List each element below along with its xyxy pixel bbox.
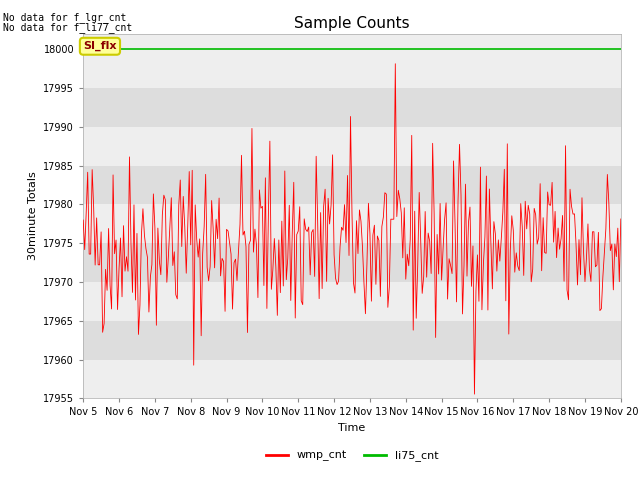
Bar: [83, 127, 621, 166]
Bar: [83, 204, 621, 243]
Text: SI_flx: SI_flx: [83, 41, 116, 51]
Bar: [83, 88, 621, 127]
Bar: [83, 49, 621, 88]
Bar: [83, 360, 621, 398]
Text: No data for f_lgr_cnt: No data for f_lgr_cnt: [3, 12, 127, 23]
Title: Sample Counts: Sample Counts: [294, 16, 410, 31]
Bar: [83, 282, 621, 321]
Y-axis label: 30minute Totals: 30minute Totals: [28, 172, 38, 260]
X-axis label: Time: Time: [339, 423, 365, 433]
Bar: [83, 243, 621, 282]
Text: No data for f_li77_cnt: No data for f_li77_cnt: [3, 22, 132, 33]
Bar: [83, 166, 621, 204]
Bar: [83, 321, 621, 360]
Legend: wmp_cnt, li75_cnt: wmp_cnt, li75_cnt: [261, 446, 443, 466]
